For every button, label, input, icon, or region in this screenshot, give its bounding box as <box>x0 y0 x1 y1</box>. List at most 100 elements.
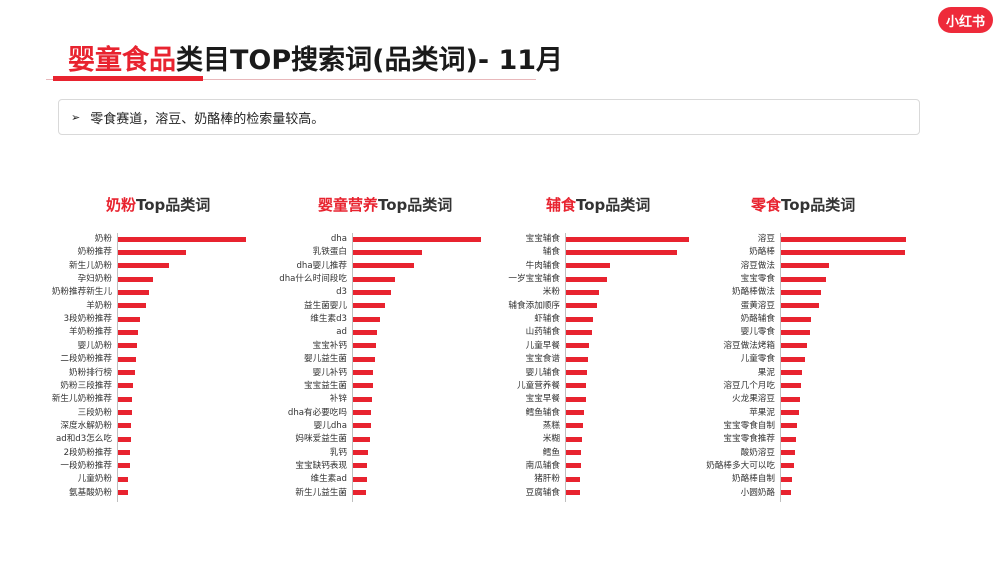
chart-title-4: 零食Top品类词 <box>751 194 855 215</box>
bar-label: 维生素ad <box>310 474 347 485</box>
bar <box>353 356 375 362</box>
bar-label: 孕妇奶粉 <box>77 274 112 285</box>
bar <box>118 476 129 482</box>
bar <box>353 303 385 309</box>
bar <box>781 316 811 322</box>
summary-text: 零食赛道，溶豆、奶酪棒的检索量较高。 <box>90 111 325 127</box>
bar-label: 苹果泥 <box>749 407 775 418</box>
bar-label: 猪肝粉 <box>534 474 560 485</box>
bar <box>781 329 810 335</box>
bar-label: 奶酪辅食 <box>740 314 775 325</box>
chart-title-highlight: 奶粉 <box>106 196 137 214</box>
bar-label: 溶豆做法烤箱 <box>723 340 775 351</box>
bar <box>118 450 130 456</box>
bar <box>353 329 378 335</box>
bar-label: 益生菌婴儿 <box>304 300 347 311</box>
bar <box>566 370 587 375</box>
bar <box>781 236 906 242</box>
bar-label: 新生儿奶粉 <box>69 260 112 271</box>
bar <box>118 490 129 496</box>
bar <box>781 289 821 295</box>
summary-box: ➢ 零食赛道，溶豆、奶酪棒的检索量较高。 <box>58 99 920 135</box>
chart-title-highlight: 婴童营养 <box>318 196 379 214</box>
bar <box>566 396 586 402</box>
bar-label: 米糊 <box>542 434 560 445</box>
bar <box>118 249 186 255</box>
bar-label: 蛋黄溶豆 <box>740 300 775 311</box>
bar-label: 火龙果溶豆 <box>732 394 775 405</box>
bar <box>566 450 581 456</box>
bar-label: 果泥 <box>757 367 775 378</box>
bar <box>566 410 585 416</box>
bar-label: 奶酪棒做法 <box>732 287 775 298</box>
bar-label: 维生素d3 <box>310 314 347 325</box>
bar <box>353 343 377 349</box>
bar-label: 宝宝零食推荐 <box>723 434 775 445</box>
bar-label: 奶酪棒自制 <box>732 474 775 485</box>
arrow-icon: ➢ <box>71 110 81 124</box>
bar-label: 豆腐辅食 <box>525 487 560 498</box>
bar-label: 一段奶粉推荐 <box>60 460 112 471</box>
bar-label: 奶粉推荐 <box>77 247 112 258</box>
bar <box>118 263 170 269</box>
bar <box>566 263 611 269</box>
bar-label: 婴儿辅食 <box>525 367 560 378</box>
bar-label: 宝宝辅食 <box>525 234 560 244</box>
bar <box>118 329 139 335</box>
bar <box>353 383 374 389</box>
bar <box>781 463 794 469</box>
bar-label: 新生儿益生菌 <box>295 487 347 498</box>
bar-label: ad <box>336 327 347 338</box>
chart-title-rest: Top品类词 <box>576 196 651 214</box>
bar-label: 妈咪爱益生菌 <box>295 434 347 445</box>
bar-label: 羊奶粉推荐 <box>69 327 112 338</box>
bar <box>353 263 415 269</box>
bar <box>566 329 592 335</box>
bar <box>353 249 423 255</box>
bar-label: 儿童营养餐 <box>517 380 560 391</box>
bar-label: 婴儿补钙 <box>312 367 347 378</box>
bar-label: 虾辅食 <box>534 314 560 325</box>
bar-label: 溶豆几个月吃 <box>723 380 775 391</box>
bar <box>781 396 800 402</box>
bar-label: 3段奶粉推荐 <box>63 314 112 325</box>
bar-label: d3 <box>336 287 347 298</box>
bar <box>118 463 130 469</box>
chart-title-highlight: 零食 <box>751 196 782 214</box>
chart-axis-line <box>780 233 781 502</box>
bar <box>781 476 793 482</box>
bar <box>566 236 689 242</box>
bar-label: 鳕鱼辅食 <box>525 407 560 418</box>
chart-axis-line <box>117 233 118 502</box>
chart-title-2: 婴童营养Top品类词 <box>318 194 452 215</box>
bar <box>118 276 153 282</box>
page-title: 婴童食品类目TOP搜索词(品类词)- 11月 <box>68 38 563 77</box>
bar-label: 深度水解奶粉 <box>60 420 112 431</box>
bar-label: 羊奶粉 <box>86 300 112 311</box>
title-accent-bar <box>53 76 203 81</box>
bar-label: 奶酪棒 <box>749 247 775 258</box>
bar-label: 牛肉辅食 <box>525 260 560 271</box>
bar-label: 二段奶粉推荐 <box>60 354 112 365</box>
bar <box>566 356 589 362</box>
title-divider <box>46 79 536 80</box>
bar <box>118 423 131 429</box>
bar <box>566 423 584 429</box>
bar <box>118 343 138 349</box>
bar-label: 补锌 <box>329 394 347 405</box>
bar <box>781 276 826 282</box>
bar-label: 辅食 <box>542 247 560 258</box>
bar <box>118 316 140 322</box>
bar-label: 氨基酸奶粉 <box>69 487 112 498</box>
bar-label: 酸奶溶豆 <box>740 447 775 458</box>
bar-label: 米粉 <box>542 287 560 298</box>
bar-label: 溶豆 <box>757 234 775 244</box>
bar-label: dha什么时间段吃 <box>279 274 347 285</box>
bar <box>353 463 368 469</box>
chart-title-rest: Top品类词 <box>781 196 856 214</box>
bar <box>781 356 805 362</box>
bar-label: 宝宝零食 <box>740 274 775 285</box>
bar <box>781 450 795 456</box>
bar <box>781 343 808 349</box>
chart-axis-line <box>565 233 566 502</box>
